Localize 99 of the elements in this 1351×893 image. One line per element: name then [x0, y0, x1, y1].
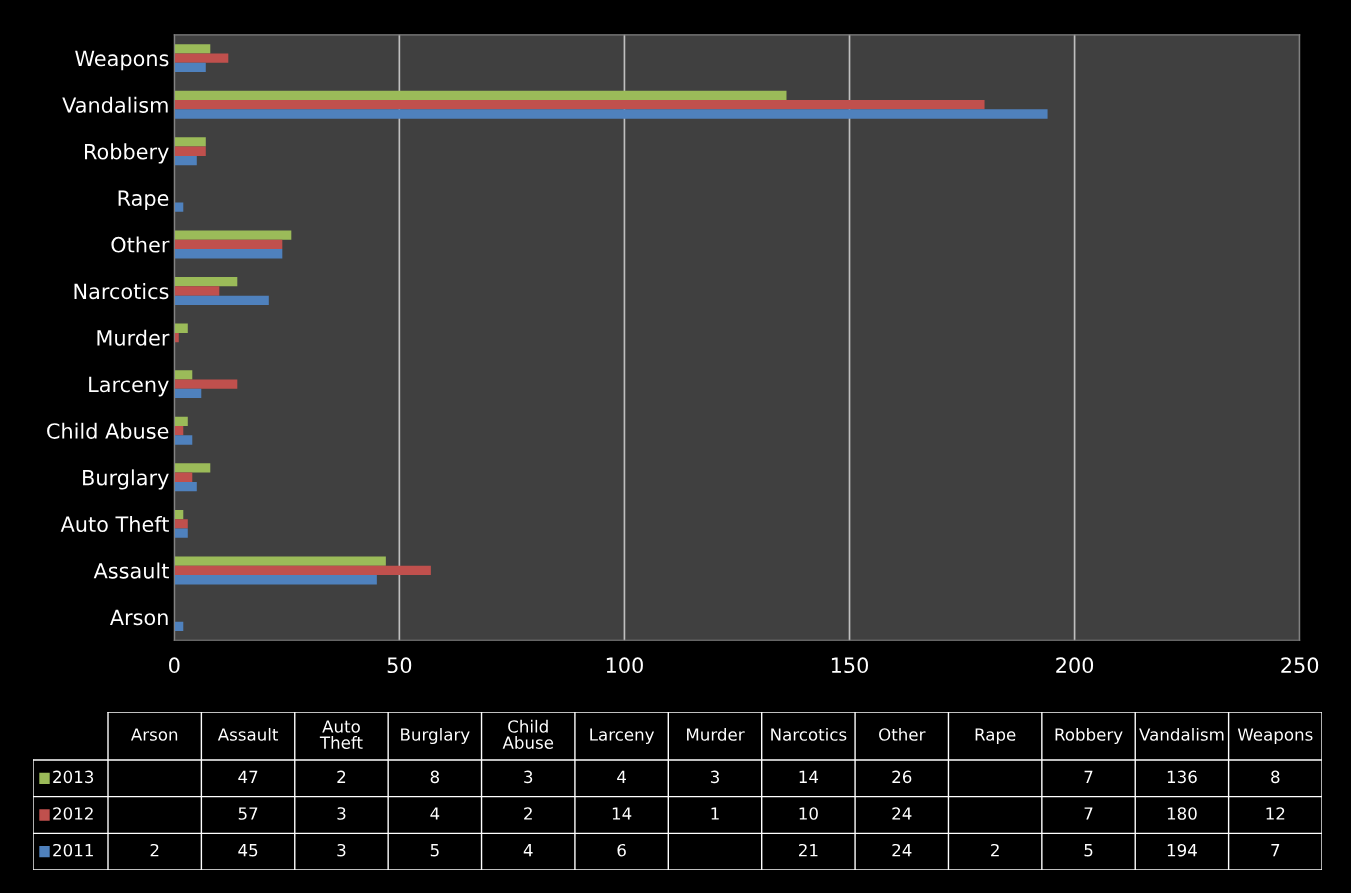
bar: [174, 109, 1048, 119]
bar: [174, 565, 431, 576]
data-label: 12: [1266, 807, 1285, 820]
bar: [174, 575, 377, 585]
x-tick-label: 200: [1056, 657, 1094, 674]
category-label: Larceny: [590, 728, 655, 745]
bar: [174, 53, 229, 63]
y-tick-label: Child Abuse: [47, 422, 169, 439]
y-tick-label: Other: [111, 236, 170, 253]
data-label: 24: [892, 843, 912, 857]
y-tick-label: Narcotics: [74, 283, 169, 300]
y-tick-label: Assault: [93, 562, 169, 579]
bar: [174, 463, 211, 473]
data-label: 26: [892, 770, 912, 784]
y-tick-label: Murder: [97, 329, 170, 346]
category-label: Assault: [217, 727, 279, 741]
y-tick-label: Auto Theft: [60, 515, 169, 533]
y-tick-label: Rape: [118, 190, 169, 211]
x-tick-label: 100: [606, 657, 643, 674]
bar: [174, 239, 283, 250]
bar: [174, 155, 197, 166]
bar: [174, 416, 188, 427]
category-label: Robbery: [1055, 727, 1123, 745]
data-label: 3: [337, 807, 346, 820]
x-tick-label: 0: [169, 657, 180, 674]
x-tick-label: 250: [1281, 657, 1319, 674]
data-label: 8: [430, 770, 440, 784]
category-label: Arson: [130, 728, 178, 741]
category-label: Other: [879, 727, 926, 741]
bar: [174, 62, 206, 73]
bar: [174, 519, 188, 529]
category-label: Auto Theft: [319, 720, 363, 749]
data-label: 57: [238, 807, 258, 820]
category-label: Narcotics: [771, 727, 847, 741]
data-label: 5: [1084, 844, 1093, 857]
data-label: 3: [524, 770, 533, 784]
data-label: 2: [524, 807, 532, 820]
data-label: 180: [1167, 807, 1197, 820]
data-label: 7: [1084, 807, 1093, 820]
bar: [174, 137, 206, 147]
x-tick-label: 150: [831, 657, 869, 674]
data-label: 2: [150, 843, 159, 857]
bar: [174, 202, 184, 212]
bar: [174, 249, 283, 259]
y-tick-label: Larceny: [89, 376, 169, 397]
data-label: 1: [711, 807, 719, 820]
y-tick-label: Robbery: [85, 143, 169, 164]
category-label: Murder: [687, 727, 745, 741]
data-label: 4: [523, 844, 533, 857]
data-label: 47: [238, 770, 258, 783]
bar: [174, 528, 188, 538]
category-label: Child Abuse: [502, 719, 554, 749]
data-label: 45: [238, 844, 258, 857]
data-label: 8: [1271, 770, 1280, 784]
bar: [174, 323, 188, 333]
data-label: 14: [799, 770, 819, 783]
data-label: 136: [1167, 770, 1197, 784]
legend-label: 2011: [53, 843, 93, 857]
bar: [174, 230, 292, 240]
bar: [174, 100, 985, 110]
y-tick-label: Weapons: [75, 50, 169, 71]
x-tick-label: 50: [387, 657, 412, 674]
category-label: Burglary: [401, 727, 470, 745]
category-label: Vandalism: [1139, 727, 1224, 741]
data-label: 6: [617, 843, 626, 857]
bar: [174, 44, 211, 54]
y-tick-label: Burglary: [83, 469, 169, 490]
data-label: 10: [799, 807, 818, 820]
legend-label: 2013: [53, 770, 94, 784]
data-label: 3: [337, 843, 346, 857]
data-label: 5: [430, 844, 439, 857]
data-label: 7: [1271, 844, 1280, 857]
data-label: 2: [991, 843, 999, 857]
bar: [174, 286, 220, 296]
bar: [174, 146, 206, 156]
legend-label: 2012: [53, 807, 93, 820]
bar: [174, 295, 269, 305]
bar: [174, 90, 787, 101]
bar: [174, 472, 193, 482]
data-label: 3: [710, 770, 719, 784]
bar: [174, 277, 238, 287]
bar: [174, 481, 197, 492]
bar: [174, 556, 386, 566]
bar: [174, 370, 193, 380]
category-label: Rape: [975, 728, 1016, 745]
data-label: 2: [337, 770, 346, 783]
data-label: 21: [799, 843, 818, 857]
bar: [174, 379, 238, 389]
bar: [174, 435, 193, 445]
data-label: 194: [1167, 843, 1197, 857]
data-label: 4: [430, 807, 440, 820]
data-label: 14: [612, 807, 632, 820]
y-tick-label: Arson: [109, 609, 168, 626]
data-label: 7: [1084, 770, 1093, 783]
category-label: Weapons: [1237, 728, 1313, 745]
bar: [174, 388, 202, 399]
y-tick-label: Vandalism: [62, 96, 168, 113]
data-label: 4: [617, 770, 626, 783]
data-label: 24: [892, 807, 912, 820]
